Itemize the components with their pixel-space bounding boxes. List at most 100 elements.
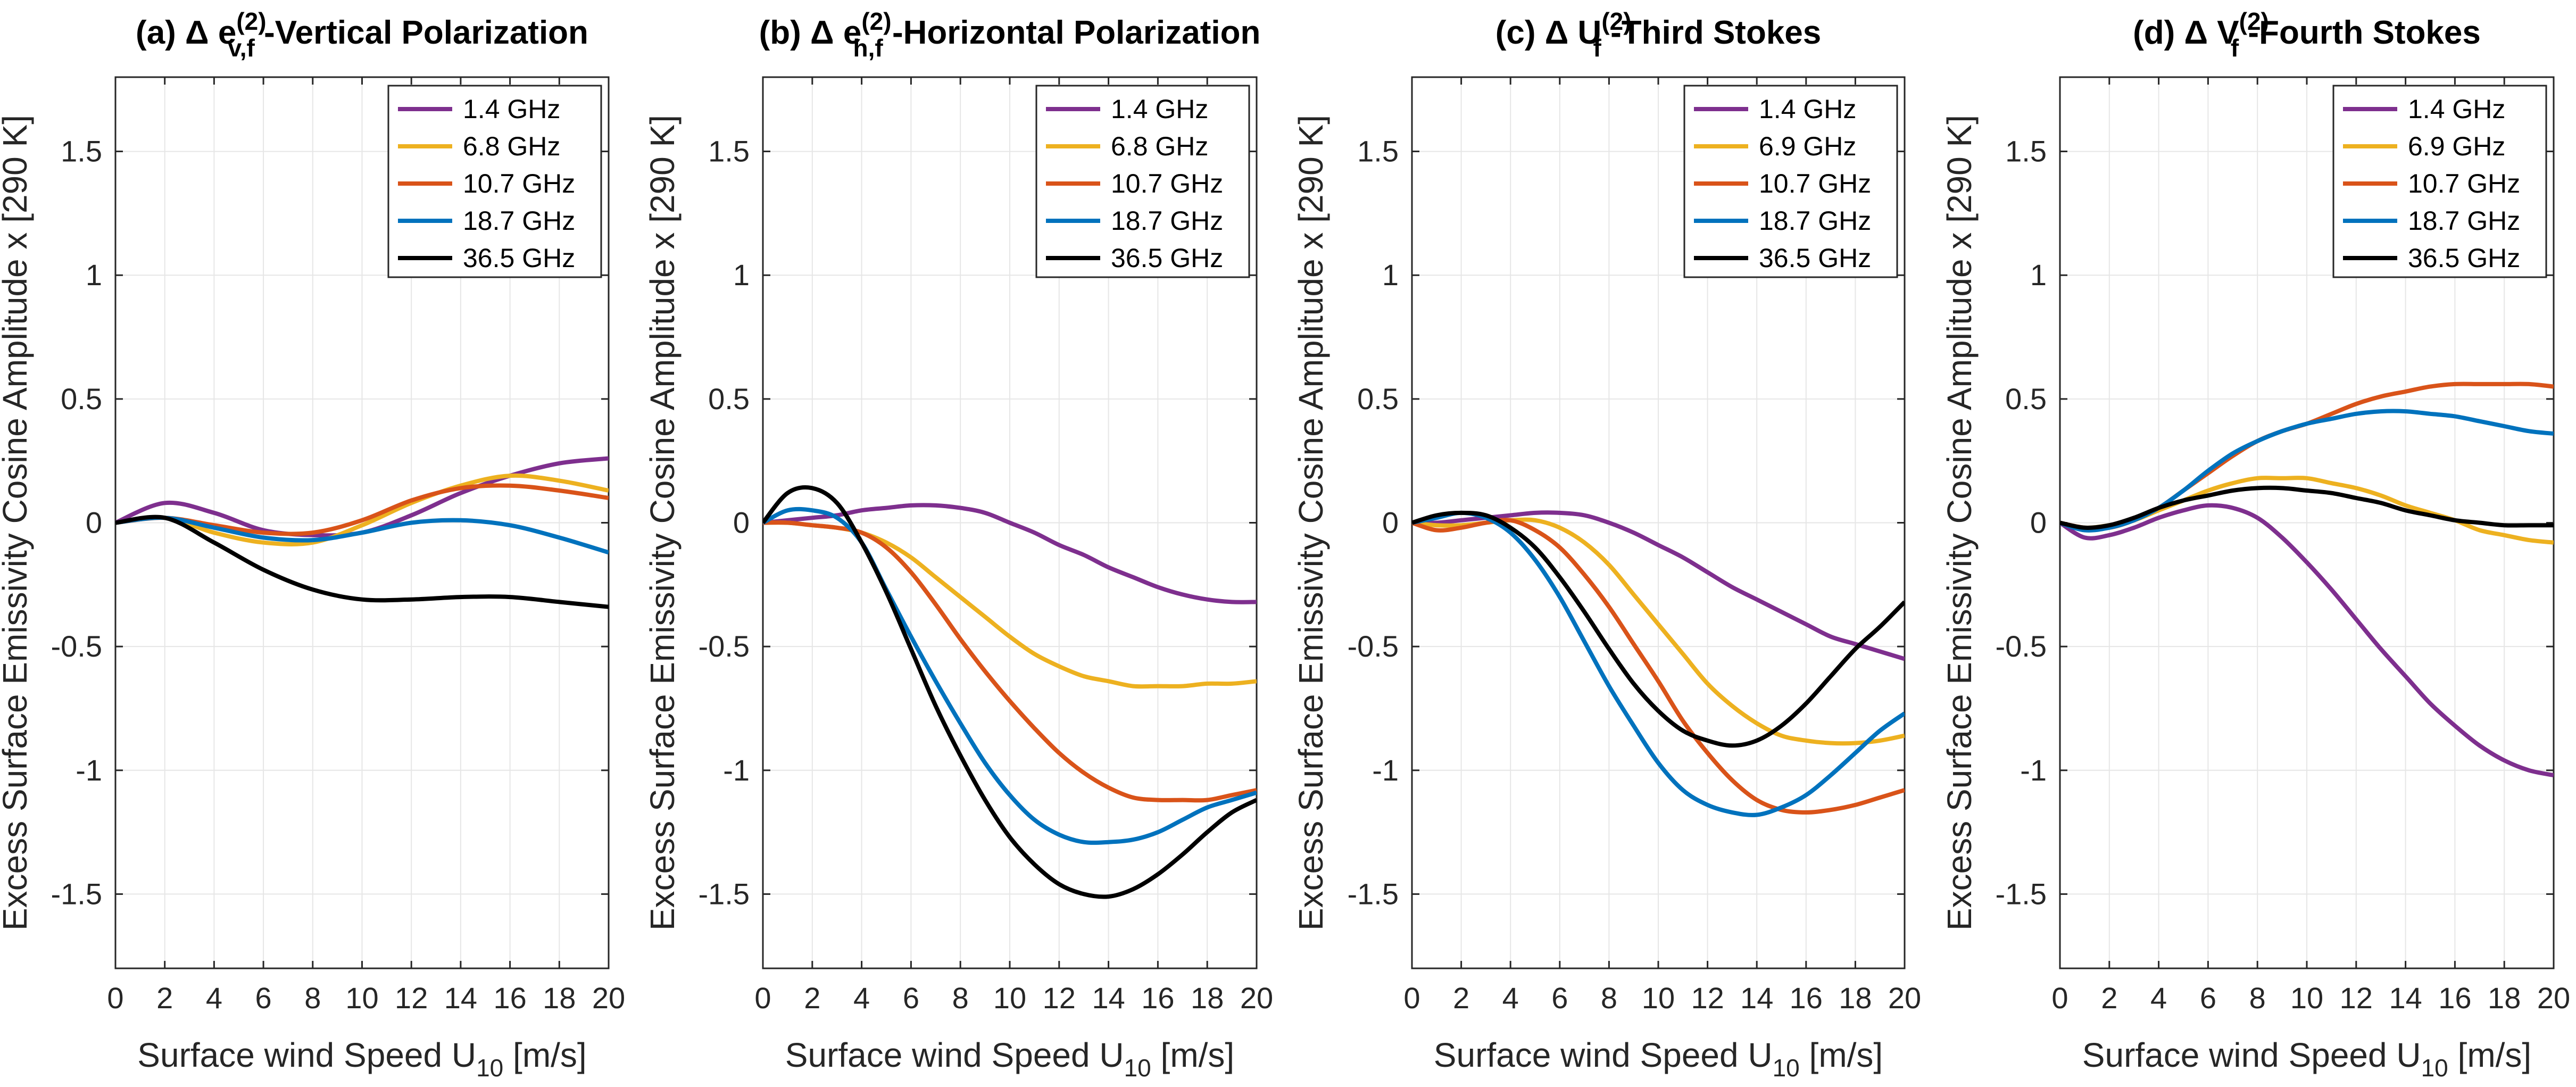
series-line-36-5-ghz: [1412, 510, 1905, 748]
y-tick-label: 0: [2030, 506, 2047, 540]
x-tick-label: 14: [1092, 981, 1125, 1015]
x-tick-label: 20: [2537, 981, 2570, 1015]
series-line-36-5-ghz: [2060, 485, 2554, 530]
x-tick-label: 20: [1240, 981, 1273, 1015]
y-tick-label: -1: [723, 753, 750, 787]
legend-label: 18.7 GHz: [463, 206, 575, 236]
y-tick-label: 0: [733, 506, 750, 540]
x-tick-label: 4: [206, 981, 222, 1015]
x-tick-label: 0: [754, 981, 771, 1015]
title-symbol: e: [843, 14, 861, 51]
title-symbol: V: [2217, 14, 2239, 51]
y-tick-label: 0.5: [61, 382, 102, 416]
x-axis-label: Surface wind Speed U10 [m/s]: [1434, 1036, 1883, 1082]
series-line-6-8-ghz: [115, 473, 609, 546]
x-tick-label: 18: [543, 981, 576, 1015]
x-axis-label: Surface wind Speed U10 [m/s]: [785, 1036, 1234, 1082]
legend-label: 1.4 GHz: [1759, 94, 1856, 124]
legend-label: 6.9 GHz: [1759, 131, 1856, 161]
legend: 1.4 GHz 6.8 GHz 10.7 GHz 18.7 GHz 36.5 GHz: [1035, 85, 1250, 278]
x-tick-label: 10: [993, 981, 1026, 1015]
series-line-18-7-ghz: [115, 516, 609, 555]
chart-panel-1: 0 2 4 6 8 10 12 14 16 18 20-1.5-1-0.500.511.5Surfa…: [0, 7, 625, 1082]
title-superscript: (2): [1601, 7, 1631, 35]
title-subscript: f: [2231, 34, 2239, 62]
x-tick-label: 8: [2249, 981, 2266, 1015]
legend-label: 10.7 GHz: [1759, 169, 1871, 198]
series-line-18-7-ghz: [1412, 510, 1905, 817]
x-axis-label: Surface wind Speed U10 [m/s]: [137, 1036, 586, 1082]
y-tick-label: -1.5: [51, 877, 103, 910]
chart-panel-2: 0 2 4 6 8 10 12 14 16 18 20-1.5-1-0.500.511.5Surfa…: [643, 7, 1273, 1082]
x-tick-label: 0: [1403, 981, 1420, 1015]
x-axis-label-rest: [m/s]: [2448, 1036, 2531, 1074]
x-tick-label: 8: [1601, 981, 1617, 1015]
series-line-18-7-ghz: [763, 507, 1257, 845]
x-tick-label: 4: [2150, 981, 2167, 1015]
x-tick-label: 18: [1839, 981, 1872, 1015]
title-superscript: (2): [861, 7, 891, 35]
x-tick-label: 6: [1551, 981, 1568, 1015]
y-tick-label: 1: [733, 258, 750, 292]
y-tick-label: 0: [86, 506, 102, 540]
legend-label: 18.7 GHz: [2408, 206, 2520, 236]
x-tick-label: 14: [1740, 981, 1773, 1015]
legend-label: 18.7 GHz: [1759, 206, 1871, 236]
legend-label: 36.5 GHz: [463, 243, 575, 273]
x-tick-label: 14: [2389, 981, 2422, 1015]
legend-label: 1.4 GHz: [463, 94, 560, 124]
x-tick-label: 2: [1453, 981, 1469, 1015]
y-axis-label: Excess Surface Emissivity Cosine Amplitu…: [0, 115, 34, 931]
legend-label: 10.7 GHz: [463, 169, 575, 198]
legend-label: 10.7 GHz: [2408, 169, 2520, 198]
x-axis-label-rest: [m/s]: [1151, 1036, 1234, 1074]
legend-label: 6.8 GHz: [1111, 131, 1208, 161]
y-tick-label: 0.5: [1357, 382, 1399, 416]
legend: 1.4 GHz 6.9 GHz 10.7 GHz 18.7 GHz 36.5 GHz: [2332, 85, 2547, 278]
legend-label: 36.5 GHz: [2408, 243, 2520, 273]
chart-panel-4: 0 2 4 6 8 10 12 14 16 18 20-1.5-1-0.500.511.5Surfa…: [1940, 7, 2570, 1082]
legend-label: 1.4 GHz: [2408, 94, 2505, 124]
x-axis-label-main: Surface wind Speed U: [1434, 1036, 1773, 1074]
chart-title: (a) Δ e(2) v,f -Vertical Polarization: [136, 7, 588, 62]
y-tick-label: 1.5: [708, 135, 750, 168]
x-tick-label: 2: [2101, 981, 2117, 1015]
legend-label: 6.9 GHz: [2408, 131, 2505, 161]
legend-label: 1.4 GHz: [1111, 94, 1208, 124]
legend: 1.4 GHz 6.9 GHz 10.7 GHz 18.7 GHz 36.5 GHz: [1683, 85, 1898, 278]
x-tick-label: 8: [304, 981, 321, 1015]
legend: 1.4 GHz 6.8 GHz 10.7 GHz 18.7 GHz 36.5 GHz: [387, 85, 602, 278]
x-axis-label-sub: 10: [476, 1054, 503, 1082]
y-tick-label: 1.5: [2005, 135, 2047, 168]
series-line-1-4-ghz: [2060, 503, 2554, 778]
legend-label: 18.7 GHz: [1111, 206, 1223, 236]
title-subscript: v,f: [228, 34, 255, 62]
y-tick-label: -1.5: [1348, 877, 1399, 910]
chart-title: (b) Δ e(2) h,f -Horizontal Polarization: [759, 7, 1261, 62]
y-tick-label: -0.5: [1996, 629, 2047, 663]
x-tick-label: 8: [952, 981, 969, 1015]
y-tick-label: 1.5: [1357, 135, 1399, 168]
y-axis-label: Excess Surface Emissivity Cosine Amplitu…: [1940, 115, 1979, 931]
x-tick-label: 14: [444, 981, 477, 1015]
x-tick-label: 20: [1888, 981, 1921, 1015]
chart-title: (d) Δ V(2) f -Fourth Stokes: [2133, 7, 2481, 62]
x-tick-label: 2: [156, 981, 173, 1015]
x-axis-label-sub: 10: [1773, 1054, 1800, 1082]
title-superscript: (2): [236, 7, 266, 35]
x-axis-label-rest: [m/s]: [503, 1036, 586, 1074]
y-tick-label: 1: [1382, 258, 1399, 292]
title-symbol: U: [1578, 14, 1602, 51]
x-tick-label: 20: [592, 981, 625, 1015]
y-tick-label: 1.5: [61, 135, 102, 168]
x-tick-label: 6: [2200, 981, 2216, 1015]
y-tick-label: -1: [76, 753, 102, 787]
x-tick-label: 12: [2340, 981, 2373, 1015]
x-tick-label: 12: [1043, 981, 1076, 1015]
x-tick-label: 18: [2488, 981, 2521, 1015]
title-subscript: h,f: [853, 34, 884, 62]
y-tick-label: -0.5: [699, 629, 750, 663]
x-tick-label: 6: [903, 981, 919, 1015]
x-axis-label-main: Surface wind Speed U: [785, 1036, 1124, 1074]
legend-label: 6.8 GHz: [463, 131, 560, 161]
